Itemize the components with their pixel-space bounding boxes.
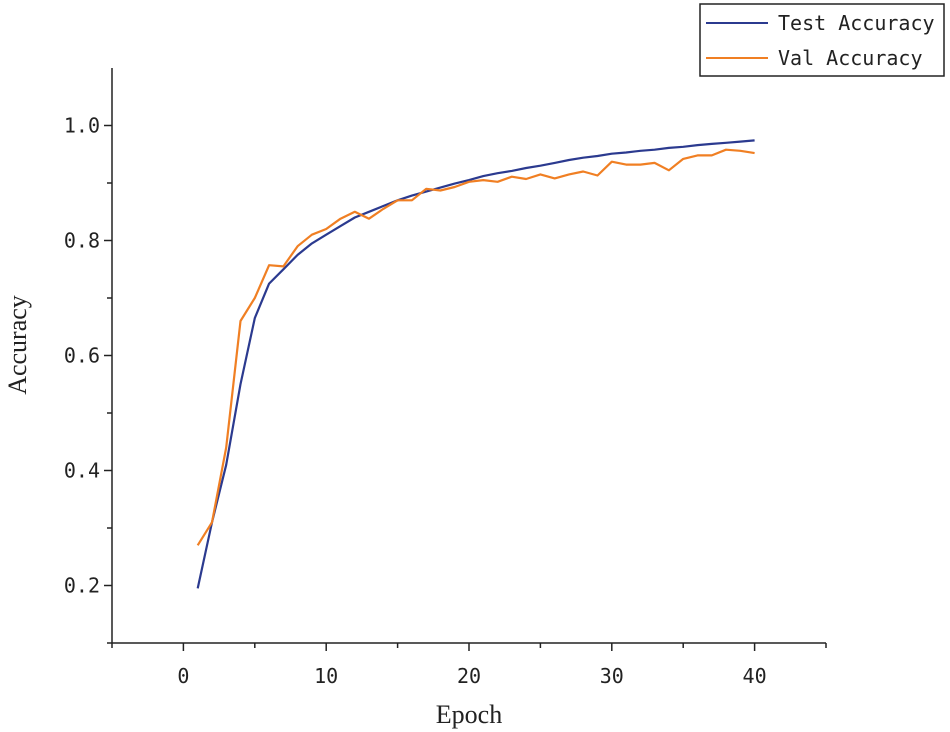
y-axis-title: Accuracy xyxy=(3,295,32,395)
x-axis-title: Epoch xyxy=(436,700,502,729)
y-tick-label: 0.2 xyxy=(64,574,100,598)
plot-lines xyxy=(196,139,755,589)
x-tick-label: 40 xyxy=(743,664,767,688)
y-tick-label: 0.6 xyxy=(64,344,100,368)
y-tick-label: 1.0 xyxy=(64,114,100,138)
series-line-0 xyxy=(196,139,755,589)
y-tick-label: 0.4 xyxy=(64,459,100,483)
y-tick-label: 0.8 xyxy=(64,229,100,253)
axes: 0 10 20 30 40 0.2 0.4 0.6 0.8 1.0 xyxy=(64,68,827,688)
x-tick-label: 20 xyxy=(457,664,481,688)
x-tick-label: 0 xyxy=(177,664,189,688)
legend-label-test-accuracy: Test Accuracy xyxy=(778,11,935,35)
legend-box xyxy=(699,3,945,77)
x-tick-label: 10 xyxy=(314,664,338,688)
legend: Test Accuracy Val Accuracy xyxy=(699,3,945,77)
x-tick-label: 30 xyxy=(600,664,624,688)
legend-label-val-accuracy: Val Accuracy xyxy=(778,46,923,70)
series-line-1 xyxy=(196,148,755,546)
